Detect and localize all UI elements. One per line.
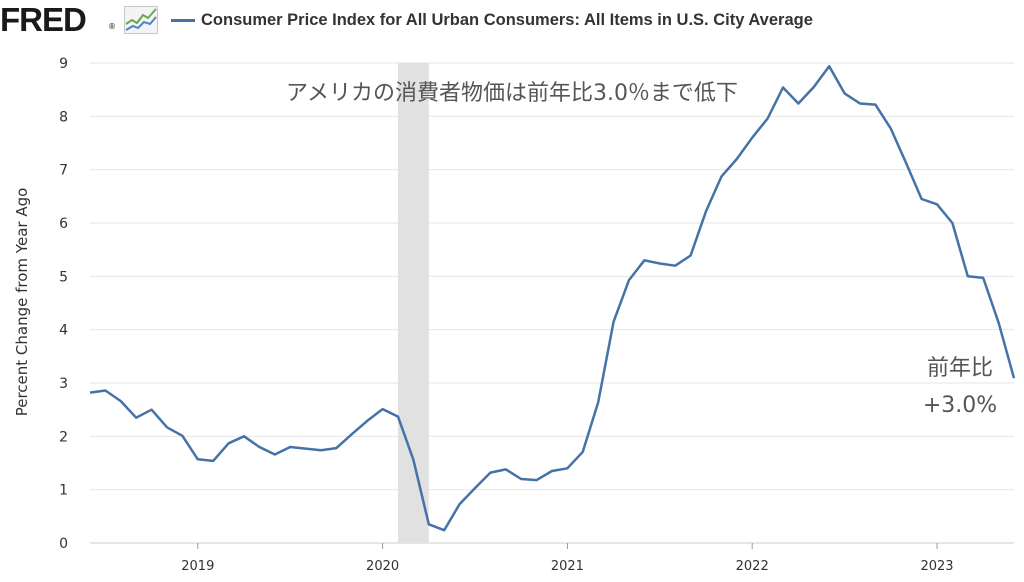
data-point[interactable]	[534, 477, 540, 483]
data-point[interactable]	[380, 406, 386, 412]
data-point[interactable]	[226, 440, 232, 446]
data-point[interactable]	[580, 449, 586, 455]
x-tick-label: 2022	[736, 559, 769, 574]
data-point[interactable]	[472, 485, 478, 491]
end-label-line2: +3.0%	[923, 393, 997, 418]
data-point[interactable]	[518, 476, 524, 482]
data-point[interactable]	[410, 457, 416, 463]
y-tick-label: 9	[59, 56, 68, 72]
data-point[interactable]	[287, 444, 293, 450]
y-tick-label: 5	[59, 269, 68, 285]
x-tick-label: 2019	[181, 559, 214, 574]
data-point[interactable]	[611, 319, 617, 325]
y-axis-label: Percent Change from Year Ago	[13, 188, 31, 417]
headline-annotation: アメリカの消費者物価は前年比3.0％まで低下	[286, 81, 738, 106]
data-point[interactable]	[811, 84, 817, 90]
data-point[interactable]	[210, 458, 216, 464]
recession-shading-layer	[398, 63, 429, 543]
y-tick-label: 6	[59, 216, 68, 232]
data-point[interactable]	[980, 275, 986, 281]
legend-swatch	[171, 19, 195, 22]
data-point[interactable]	[395, 414, 401, 420]
fred-logo[interactable]: FRED	[0, 1, 87, 38]
series-line[interactable]	[89, 64, 1016, 532]
data-point[interactable]	[626, 277, 632, 283]
data-point[interactable]	[349, 431, 355, 437]
data-point[interactable]	[549, 468, 555, 474]
data-point[interactable]	[503, 466, 509, 472]
data-point[interactable]	[795, 101, 801, 107]
series-layer	[87, 63, 1017, 533]
end-label-line1: 前年比	[927, 356, 993, 381]
data-point[interactable]	[487, 470, 493, 476]
data-point[interactable]	[934, 201, 940, 207]
data-point[interactable]	[426, 521, 432, 527]
data-point[interactable]	[87, 390, 93, 396]
series-title: Consumer Price Index for All Urban Consu…	[201, 11, 813, 29]
data-point[interactable]	[1011, 375, 1017, 381]
data-point[interactable]	[965, 273, 971, 279]
data-point[interactable]	[364, 418, 370, 424]
data-point[interactable]	[996, 320, 1002, 326]
data-point[interactable]	[179, 433, 185, 439]
data-point[interactable]	[688, 253, 694, 259]
y-tick-label: 1	[59, 483, 68, 499]
data-point[interactable]	[842, 90, 848, 96]
data-point[interactable]	[457, 501, 463, 507]
x-tick-label: 2021	[551, 559, 584, 574]
data-point[interactable]	[765, 115, 771, 121]
data-point[interactable]	[826, 63, 832, 69]
data-point[interactable]	[641, 257, 647, 263]
data-point[interactable]	[919, 196, 925, 202]
data-point[interactable]	[857, 101, 863, 107]
data-point[interactable]	[657, 261, 663, 267]
y-tick-label: 0	[59, 536, 68, 552]
data-point[interactable]	[595, 399, 601, 405]
data-point[interactable]	[703, 208, 709, 214]
x-tick-label: 2023	[920, 559, 953, 574]
x-axis-ticks: 2019 2020 2021 2022 2023	[181, 543, 954, 574]
data-point[interactable]	[333, 445, 339, 451]
y-tick-label: 3	[59, 376, 68, 392]
data-point[interactable]	[903, 160, 909, 166]
data-point[interactable]	[749, 135, 755, 141]
data-point[interactable]	[441, 527, 447, 533]
y-tick-label: 8	[59, 109, 68, 125]
data-point[interactable]	[164, 424, 170, 430]
data-point[interactable]	[872, 102, 878, 108]
data-point[interactable]	[241, 433, 247, 439]
data-point[interactable]	[949, 220, 955, 226]
data-point[interactable]	[734, 156, 740, 162]
y-tick-label: 7	[59, 163, 68, 179]
data-point[interactable]	[718, 174, 724, 180]
data-point[interactable]	[133, 415, 139, 421]
data-point[interactable]	[672, 263, 678, 269]
data-point[interactable]	[118, 398, 124, 404]
registered-mark: ®	[108, 22, 116, 31]
chart-graph-icon	[124, 6, 158, 34]
data-point[interactable]	[149, 407, 155, 413]
data-point[interactable]	[564, 465, 570, 471]
y-axis-ticks: 0 1 2 3 4 5 6 7 8 9	[59, 56, 68, 552]
data-point[interactable]	[888, 126, 894, 132]
data-point[interactable]	[102, 387, 108, 393]
y-tick-label: 4	[59, 323, 68, 339]
data-point[interactable]	[780, 85, 786, 91]
chart-header: FRED ® Consumer Price Index for All Urba…	[0, 0, 1024, 58]
x-tick-label: 2020	[366, 559, 399, 574]
data-point[interactable]	[318, 447, 324, 453]
data-point[interactable]	[195, 456, 201, 462]
data-point[interactable]	[272, 451, 278, 457]
recession-shading	[398, 63, 429, 543]
data-point[interactable]	[303, 446, 309, 452]
y-tick-label: 2	[59, 429, 68, 445]
data-point[interactable]	[256, 444, 262, 450]
